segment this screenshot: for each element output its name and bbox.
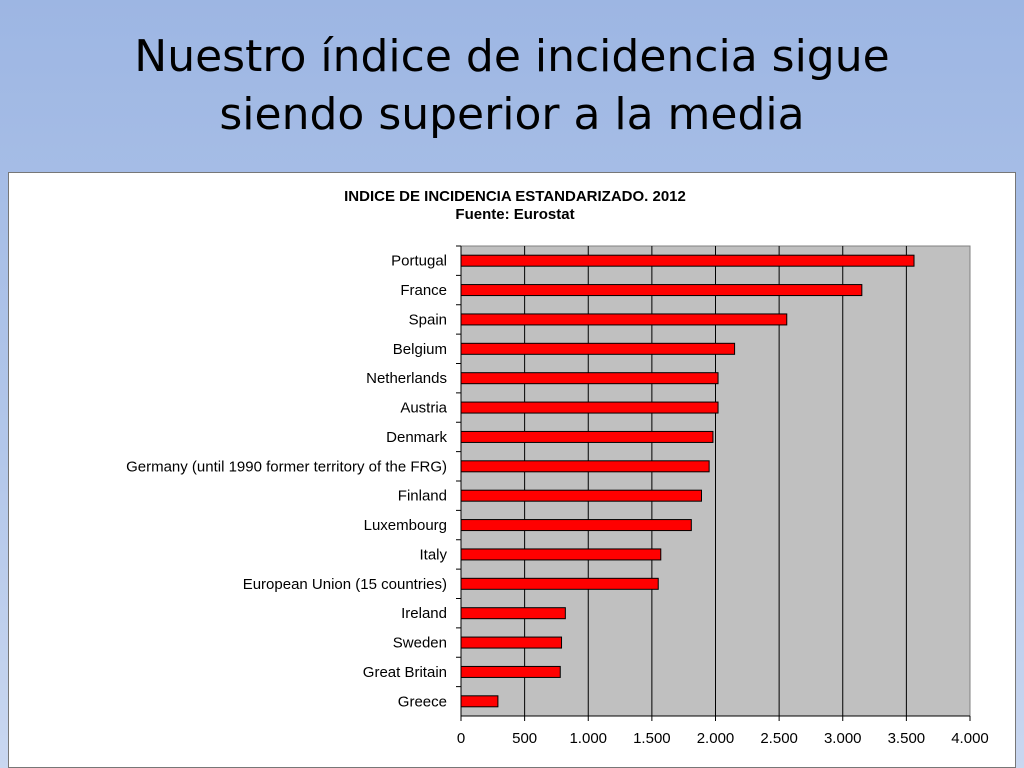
x-tick-label: 2.000 xyxy=(697,730,735,747)
category-label: Spain xyxy=(409,311,447,328)
category-label: European Union (15 countries) xyxy=(243,576,447,593)
bar xyxy=(460,489,703,502)
category-label: Portugal xyxy=(391,253,447,270)
category-label: Greece xyxy=(398,693,447,710)
category-label: Germany (until 1990 former territory of … xyxy=(126,458,447,475)
category-label: Italy xyxy=(419,546,447,563)
x-tick-label: 3.000 xyxy=(824,730,862,747)
category-label: Great Britain xyxy=(363,664,447,681)
bar xyxy=(460,342,736,355)
bar xyxy=(460,636,563,649)
category-label: Sweden xyxy=(393,635,447,652)
bar xyxy=(460,665,561,678)
bar xyxy=(460,548,662,561)
chart-subtitle: Fuente: Eurostat xyxy=(455,206,574,223)
x-tick-label: 4.000 xyxy=(951,730,989,747)
bar xyxy=(460,519,692,532)
category-label: France xyxy=(400,282,447,299)
category-label: Finland xyxy=(398,488,447,505)
chart-panel: INDICE DE INCIDENCIA ESTANDARIZADO. 2012… xyxy=(8,172,1016,768)
x-tick-label: 1.500 xyxy=(633,730,671,747)
bar-chart: INDICE DE INCIDENCIA ESTANDARIZADO. 2012… xyxy=(126,188,989,747)
x-tick-label: 2.500 xyxy=(760,730,798,747)
category-label: Denmark xyxy=(386,429,447,446)
category-label: Ireland xyxy=(401,605,447,622)
bar xyxy=(460,313,788,326)
category-label: Austria xyxy=(400,400,447,417)
category-label: Netherlands xyxy=(366,370,447,387)
x-tick-label: 500 xyxy=(512,730,537,747)
bar xyxy=(460,695,499,708)
bar xyxy=(460,372,719,385)
bar xyxy=(460,460,710,473)
bar xyxy=(460,401,719,414)
category-label: Belgium xyxy=(393,341,447,358)
x-tick-label: 1.000 xyxy=(569,730,607,747)
chart-title: INDICE DE INCIDENCIA ESTANDARIZADO. 2012 xyxy=(344,188,686,205)
plot-area: 0 500 1.000 1.500 2.000 2.500 3.000 3.500 4.000 P… xyxy=(126,245,989,747)
bar xyxy=(460,430,714,443)
bar xyxy=(460,284,863,297)
bar xyxy=(460,607,566,620)
slide-title: Nuestro índice de incidencia sigue siend… xyxy=(0,28,1024,144)
bar xyxy=(460,254,915,267)
slide-title-line-2: siendo superior a la media xyxy=(219,89,805,140)
x-tick-label: 3.500 xyxy=(888,730,926,747)
category-label: Luxembourg xyxy=(364,517,447,534)
bar xyxy=(460,577,659,590)
slide-title-line-1: Nuestro índice de incidencia sigue xyxy=(134,31,890,82)
x-tick-label: 0 xyxy=(457,730,465,747)
